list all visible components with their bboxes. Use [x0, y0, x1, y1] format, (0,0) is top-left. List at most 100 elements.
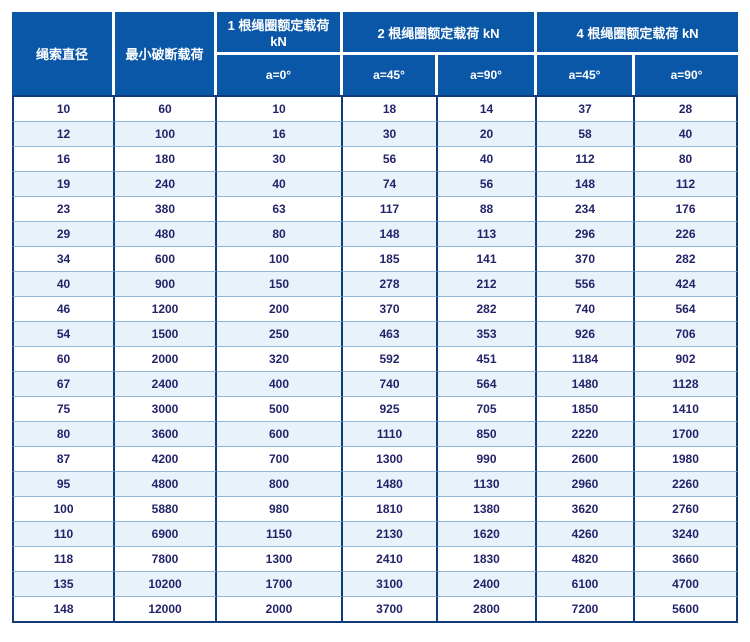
table-row: 135 10200 1700 3100 2400 6100 4700	[12, 572, 739, 597]
table-cell: 1980	[635, 447, 739, 472]
table-cell: 10	[12, 95, 115, 122]
table-cell: 705	[438, 397, 538, 422]
table-cell: 7800	[115, 547, 217, 572]
table-row: 10 60 10 18 14 37 28	[12, 95, 739, 122]
header-angle-45deg-4rope: a=45°	[537, 55, 636, 95]
table-row: 60 2000 320 592 451 1184 902	[12, 347, 739, 372]
table-cell: 2130	[343, 522, 438, 547]
table-row: 75 3000 500 925 705 1850 1410	[12, 397, 739, 422]
table-cell: 148	[537, 172, 636, 197]
table-cell: 63	[217, 197, 343, 222]
table-cell: 37	[537, 95, 636, 122]
table-cell: 60	[115, 95, 217, 122]
table-cell: 353	[438, 322, 538, 347]
table-cell: 180	[115, 147, 217, 172]
table-cell: 1620	[438, 522, 538, 547]
table-cell: 278	[343, 272, 438, 297]
table-cell: 80	[635, 147, 739, 172]
table-cell: 5880	[115, 497, 217, 522]
table-cell: 18	[343, 95, 438, 122]
table-cell: 1810	[343, 497, 438, 522]
table-row: 19 240 40 74 56 148 112	[12, 172, 739, 197]
header-min-breaking-load: 最小破断载荷	[115, 12, 217, 95]
table-row: 23 380 63 117 88 234 176	[12, 197, 739, 222]
table-cell: 3240	[635, 522, 739, 547]
table-cell: 30	[217, 147, 343, 172]
table-cell: 3660	[635, 547, 739, 572]
table-cell: 23	[12, 197, 115, 222]
table-cell: 40	[12, 272, 115, 297]
table-cell: 34	[12, 247, 115, 272]
table-cell: 2410	[343, 547, 438, 572]
table-row: 46 1200 200 370 282 740 564	[12, 297, 739, 322]
table-cell: 564	[438, 372, 538, 397]
table-cell: 2760	[635, 497, 739, 522]
table-row: 67 2400 400 740 564 1480 1128	[12, 372, 739, 397]
table-cell: 564	[635, 297, 739, 322]
table-cell: 480	[115, 222, 217, 247]
table-cell: 463	[343, 322, 438, 347]
table-cell: 56	[438, 172, 538, 197]
table-cell: 424	[635, 272, 739, 297]
table-cell: 3600	[115, 422, 217, 447]
table-cell: 20	[438, 122, 538, 147]
table-cell: 148	[343, 222, 438, 247]
table-cell: 150	[217, 272, 343, 297]
table-cell: 4260	[537, 522, 636, 547]
table-header: 绳索直径 最小破断载荷 1 根绳圈额定载荷 kN 2 根绳圈额定载荷 kN 4 …	[12, 12, 739, 95]
table-cell: 185	[343, 247, 438, 272]
table-cell: 2400	[438, 572, 538, 597]
table-cell: 600	[115, 247, 217, 272]
table-cell: 1830	[438, 547, 538, 572]
table-cell: 4820	[537, 547, 636, 572]
table-cell: 1184	[537, 347, 636, 372]
table-cell: 1128	[635, 372, 739, 397]
table-row: 118 7800 1300 2410 1830 4820 3660	[12, 547, 739, 572]
table-cell: 5600	[635, 597, 739, 623]
table-cell: 54	[12, 322, 115, 347]
table-cell: 14	[438, 95, 538, 122]
table-cell: 320	[217, 347, 343, 372]
table-cell: 240	[115, 172, 217, 197]
table-cell: 148	[12, 597, 115, 623]
table-cell: 1200	[115, 297, 217, 322]
table-cell: 850	[438, 422, 538, 447]
table-row: 80 3600 600 1110 850 2220 1700	[12, 422, 739, 447]
table-cell: 296	[537, 222, 636, 247]
table-cell: 7200	[537, 597, 636, 623]
table-row: 12 100 16 30 20 58 40	[12, 122, 739, 147]
table-cell: 10	[217, 95, 343, 122]
table-cell: 16	[12, 147, 115, 172]
header-group-2-rope: 2 根绳圈额定载荷 kN	[343, 12, 538, 55]
header-angle-90deg-4rope: a=90°	[635, 55, 739, 95]
table-cell: 2800	[438, 597, 538, 623]
table-cell: 58	[537, 122, 636, 147]
table-row: 148 12000 2000 3700 2800 7200 5600	[12, 597, 739, 623]
table-cell: 56	[343, 147, 438, 172]
table-row: 100 5880 980 1810 1380 3620 2760	[12, 497, 739, 522]
table-cell: 2220	[537, 422, 636, 447]
table-cell: 990	[438, 447, 538, 472]
table-cell: 700	[217, 447, 343, 472]
table-row: 54 1500 250 463 353 926 706	[12, 322, 739, 347]
table-cell: 740	[537, 297, 636, 322]
table-cell: 3700	[343, 597, 438, 623]
table-cell: 6100	[537, 572, 636, 597]
table-cell: 30	[343, 122, 438, 147]
table-cell: 2000	[217, 597, 343, 623]
table-cell: 4800	[115, 472, 217, 497]
table-cell: 75	[12, 397, 115, 422]
table-cell: 74	[343, 172, 438, 197]
table-cell: 1410	[635, 397, 739, 422]
table-cell: 10200	[115, 572, 217, 597]
table-cell: 95	[12, 472, 115, 497]
table-cell: 592	[343, 347, 438, 372]
table-cell: 3100	[343, 572, 438, 597]
table-cell: 900	[115, 272, 217, 297]
table-cell: 60	[12, 347, 115, 372]
table-cell: 2600	[537, 447, 636, 472]
table-cell: 370	[343, 297, 438, 322]
table-cell: 135	[12, 572, 115, 597]
table-cell: 40	[635, 122, 739, 147]
table-cell: 250	[217, 322, 343, 347]
